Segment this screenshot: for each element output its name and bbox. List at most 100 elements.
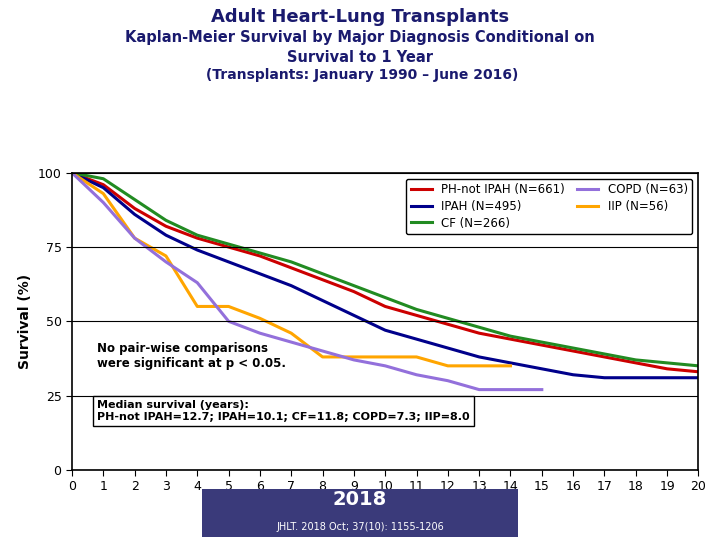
PH-not IPAH (N=661)	[99, 181, 108, 188]
PH-not IPAH (N=661)	[256, 253, 264, 259]
IPAH (N=495)	[99, 184, 108, 191]
IIP (N=56)	[256, 315, 264, 321]
COPD (N=63)	[475, 387, 484, 393]
CF (N=266)	[506, 333, 515, 339]
IPAH (N=495)	[631, 374, 640, 381]
COPD (N=63)	[444, 377, 452, 384]
COPD (N=63)	[225, 318, 233, 325]
IPAH (N=495)	[225, 259, 233, 265]
IPAH (N=495)	[475, 354, 484, 360]
IIP (N=56)	[225, 303, 233, 309]
IIP (N=56)	[475, 363, 484, 369]
CF (N=266)	[381, 294, 390, 301]
Text: Median survival (years):
PH-not IPAH=12.7; IPAH=10.1; CF=11.8; COPD=7.3; IIP=8.0: Median survival (years): PH-not IPAH=12.…	[97, 400, 469, 422]
COPD (N=63)	[256, 330, 264, 336]
Text: 2018: 2018	[333, 490, 387, 509]
PH-not IPAH (N=661)	[68, 170, 76, 176]
COPD (N=63)	[130, 235, 139, 241]
PH-not IPAH (N=661)	[161, 223, 171, 230]
IIP (N=56)	[130, 235, 139, 241]
IIP (N=56)	[506, 363, 515, 369]
CF (N=266)	[318, 271, 327, 277]
IPAH (N=495)	[694, 374, 703, 381]
CF (N=266)	[193, 232, 202, 238]
PH-not IPAH (N=661)	[569, 348, 577, 354]
PH-not IPAH (N=661)	[631, 360, 640, 366]
COPD (N=63)	[537, 387, 546, 393]
IPAH (N=495)	[256, 271, 264, 277]
CF (N=266)	[600, 351, 609, 357]
IIP (N=56)	[68, 170, 76, 176]
PH-not IPAH (N=661)	[193, 235, 202, 241]
IPAH (N=495)	[287, 282, 296, 289]
CF (N=266)	[99, 176, 108, 182]
COPD (N=63)	[381, 363, 390, 369]
Text: (Transplants: January 1990 – June 2016): (Transplants: January 1990 – June 2016)	[202, 68, 518, 82]
COPD (N=63)	[506, 387, 515, 393]
CF (N=266)	[256, 249, 264, 256]
PH-not IPAH (N=661)	[287, 265, 296, 271]
IPAH (N=495)	[600, 374, 609, 381]
PH-not IPAH (N=661)	[444, 321, 452, 327]
Line: PH-not IPAH (N=661): PH-not IPAH (N=661)	[72, 173, 698, 372]
IPAH (N=495)	[193, 247, 202, 253]
Line: CF (N=266): CF (N=266)	[72, 173, 698, 366]
IPAH (N=495)	[444, 345, 452, 351]
PH-not IPAH (N=661)	[412, 312, 420, 319]
IIP (N=56)	[99, 190, 108, 197]
Y-axis label: Survival (%): Survival (%)	[18, 274, 32, 369]
Text: Kaplan-Meier Survival by Major Diagnosis Conditional on: Kaplan-Meier Survival by Major Diagnosis…	[125, 30, 595, 45]
IPAH (N=495)	[569, 372, 577, 378]
IPAH (N=495)	[130, 211, 139, 218]
Legend: PH-not IPAH (N=661), IPAH (N=495), CF (N=266), COPD (N=63), IIP (N=56): PH-not IPAH (N=661), IPAH (N=495), CF (N…	[406, 179, 693, 234]
COPD (N=63)	[68, 170, 76, 176]
Line: IIP (N=56): IIP (N=56)	[72, 173, 510, 366]
IIP (N=56)	[193, 303, 202, 309]
COPD (N=63)	[161, 259, 171, 265]
CF (N=266)	[287, 259, 296, 265]
Text: JHLT. 2018 Oct; 37(10): 1155-1206: JHLT. 2018 Oct; 37(10): 1155-1206	[276, 522, 444, 531]
IIP (N=56)	[161, 253, 171, 259]
CF (N=266)	[444, 315, 452, 321]
X-axis label: Years: Years	[364, 499, 407, 513]
PH-not IPAH (N=661)	[381, 303, 390, 309]
CF (N=266)	[569, 345, 577, 351]
PH-not IPAH (N=661)	[318, 276, 327, 283]
IPAH (N=495)	[318, 297, 327, 303]
CF (N=266)	[161, 217, 171, 224]
Text: No pair-wise comparisons
were significant at p < 0.05.: No pair-wise comparisons were significan…	[97, 342, 286, 370]
FancyBboxPatch shape	[202, 489, 518, 537]
COPD (N=63)	[350, 356, 359, 363]
IPAH (N=495)	[412, 336, 420, 342]
CF (N=266)	[475, 324, 484, 330]
COPD (N=63)	[99, 199, 108, 206]
CF (N=266)	[537, 339, 546, 346]
IIP (N=56)	[350, 354, 359, 360]
CF (N=266)	[130, 196, 139, 202]
PH-not IPAH (N=661)	[225, 244, 233, 250]
IIP (N=56)	[381, 354, 390, 360]
COPD (N=63)	[318, 348, 327, 354]
PH-not IPAH (N=661)	[600, 354, 609, 360]
PH-not IPAH (N=661)	[506, 336, 515, 342]
IPAH (N=495)	[68, 170, 76, 176]
IPAH (N=495)	[663, 374, 672, 381]
IIP (N=56)	[318, 354, 327, 360]
IPAH (N=495)	[161, 232, 171, 238]
COPD (N=63)	[287, 339, 296, 346]
PH-not IPAH (N=661)	[537, 342, 546, 348]
Text: ISHLT: ISHLT	[54, 498, 148, 528]
CF (N=266)	[631, 356, 640, 363]
Line: COPD (N=63): COPD (N=63)	[72, 173, 541, 390]
IPAH (N=495)	[537, 366, 546, 372]
PH-not IPAH (N=661)	[130, 205, 139, 212]
Text: Survival to 1 Year: Survival to 1 Year	[287, 50, 433, 65]
IPAH (N=495)	[506, 360, 515, 366]
COPD (N=63)	[412, 372, 420, 378]
IPAH (N=495)	[381, 327, 390, 333]
CF (N=266)	[225, 241, 233, 247]
IIP (N=56)	[287, 330, 296, 336]
Line: IPAH (N=495): IPAH (N=495)	[72, 173, 698, 377]
CF (N=266)	[412, 306, 420, 313]
Text: Adult Heart-Lung Transplants: Adult Heart-Lung Transplants	[211, 8, 509, 26]
